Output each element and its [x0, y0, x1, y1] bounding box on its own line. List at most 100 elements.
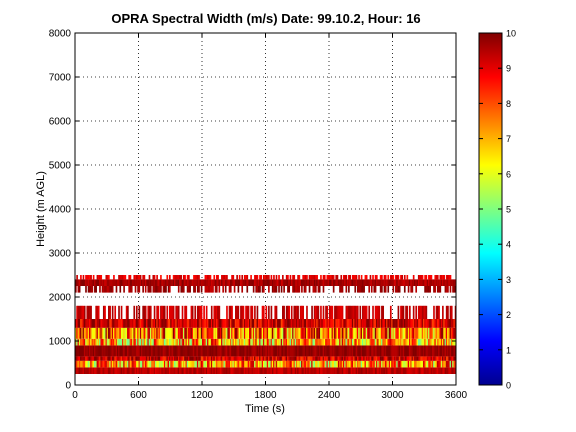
heatmap-cell [397, 345, 400, 357]
heatmap-cell [318, 356, 321, 361]
heatmap-cell [425, 305, 428, 319]
heatmap-cell [232, 275, 235, 280]
heatmap-cell [252, 286, 255, 293]
heatmap-cell [326, 305, 329, 319]
heatmap-cell [411, 279, 414, 286]
heatmap-cell [384, 275, 387, 280]
heatmap-cell [364, 356, 367, 361]
heatmap-cell [282, 356, 284, 361]
heatmap-cell [141, 279, 143, 286]
heatmap-cell [125, 338, 128, 346]
heatmap-cell [440, 338, 443, 346]
heatmap-cell [80, 275, 82, 280]
heatmap-cell [229, 327, 232, 339]
heatmap-cell [229, 286, 232, 293]
heatmap-cell [341, 319, 344, 328]
heatmap-cell [254, 279, 256, 286]
heatmap-cell [111, 286, 114, 293]
heatmap-cell [81, 356, 84, 361]
heatmap-cell [332, 279, 335, 286]
heatmap-cell [135, 279, 138, 286]
heatmap-cell [227, 356, 230, 361]
heatmap-cell [260, 279, 263, 286]
heatmap-cell [180, 275, 183, 280]
heatmap-cell [151, 327, 153, 339]
heatmap-cell [306, 345, 308, 357]
heatmap-cell [271, 360, 274, 368]
heatmap-cell [181, 305, 184, 319]
heatmap-cell [370, 286, 373, 293]
heatmap-cell [290, 305, 293, 319]
heatmap-cell [171, 279, 174, 286]
heatmap-cell [213, 305, 216, 319]
heatmap-cell [85, 345, 87, 357]
heatmap-cell [335, 327, 338, 339]
heatmap-cell [393, 279, 396, 286]
heatmap-cell [261, 338, 264, 346]
heatmap-cell [200, 327, 203, 339]
heatmap-cell [158, 319, 161, 328]
heatmap-cell [368, 356, 371, 361]
heatmap-cell [401, 356, 404, 361]
heatmap-cell [447, 338, 449, 346]
heatmap-cell [208, 356, 211, 361]
heatmap-cell [160, 286, 162, 293]
heatmap-cell [346, 356, 349, 361]
heatmap-cell [417, 360, 420, 368]
heatmap-cell [282, 327, 284, 339]
heatmap-cell [188, 360, 190, 368]
heatmap-cell [439, 356, 442, 361]
heatmap-cell [128, 327, 131, 339]
heatmap-cell [190, 338, 193, 346]
heatmap-cell [445, 367, 448, 374]
heatmap-cell [162, 345, 165, 357]
heatmap-cell [320, 319, 322, 328]
heatmap-cell [270, 356, 273, 361]
heatmap-cell [430, 319, 433, 328]
heatmap-cell [157, 327, 160, 339]
heatmap-cell [247, 356, 250, 361]
heatmap-cell [233, 345, 236, 357]
heatmap-cell [452, 279, 454, 286]
heatmap-cell [365, 367, 368, 374]
heatmap-cell [78, 356, 81, 361]
heatmap-cell [292, 345, 294, 357]
heatmap-cell [82, 279, 85, 286]
heatmap-cell [447, 305, 449, 319]
heatmap-cell [241, 286, 244, 293]
heatmap-cell [121, 327, 124, 339]
heatmap-cell [195, 327, 198, 339]
heatmap-cell [335, 360, 338, 368]
heatmap-cell [358, 345, 360, 357]
heatmap-cell [433, 305, 435, 319]
heatmap-cell [251, 327, 254, 339]
heatmap-cell [293, 360, 296, 368]
heatmap-cell [99, 338, 101, 346]
heatmap-cell [299, 338, 302, 346]
heatmap-cell [381, 279, 383, 286]
heatmap-cell [97, 279, 100, 286]
heatmap-cell [391, 356, 393, 361]
heatmap-cell [257, 338, 260, 346]
heatmap-cell [448, 319, 451, 328]
heatmap-cell [229, 345, 232, 357]
heatmap-cell [77, 338, 80, 346]
heatmap-cell [294, 305, 297, 319]
heatmap-cell [354, 327, 357, 339]
heatmap-cell [127, 345, 129, 357]
heatmap-cell [157, 338, 160, 346]
heatmap-cell [130, 345, 133, 357]
heatmap-cell [270, 275, 273, 280]
heatmap-cell [102, 367, 105, 374]
heatmap-cell [304, 345, 307, 357]
heatmap-cell [167, 356, 170, 361]
heatmap-cell [325, 367, 327, 374]
heatmap-cell [321, 356, 324, 361]
heatmap-cell [213, 275, 216, 280]
heatmap-cell [254, 345, 256, 357]
heatmap-cell [165, 279, 167, 286]
heatmap-cell [217, 356, 219, 361]
heatmap-cell [134, 338, 137, 346]
heatmap-cell [382, 338, 385, 346]
heatmap-cell [411, 360, 414, 368]
